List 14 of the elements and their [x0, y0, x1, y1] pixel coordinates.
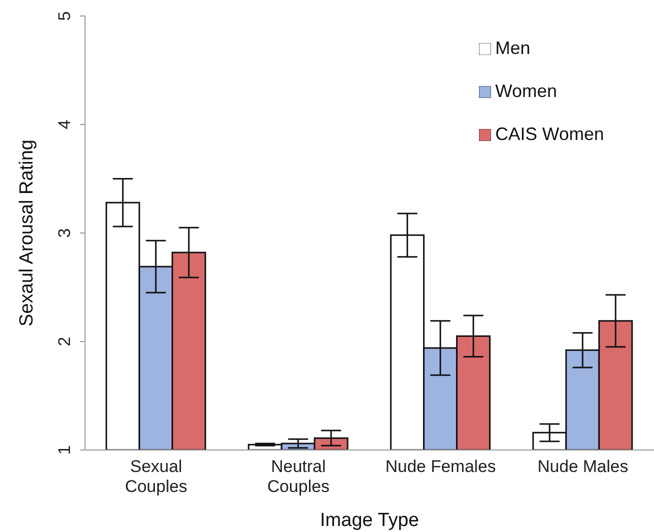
x-axis-title: Image Type	[320, 510, 419, 531]
legend-label: Women	[495, 81, 557, 101]
x-tick-label: Sexual Couples	[124, 457, 188, 496]
legend-label: Men	[495, 38, 530, 58]
x-tick-label: Nude Males	[538, 457, 628, 476]
y-tick-label: 1	[55, 445, 74, 455]
x-tick-label: Neutral Couples	[267, 457, 330, 496]
y-tick-label: 3	[55, 228, 74, 238]
x-tick-label: Nude Females	[385, 457, 496, 476]
y-axis-title: Sexaul Arousal Rating	[16, 140, 38, 326]
legend-label: CAIS Women	[495, 124, 604, 144]
y-tick-label: 4	[55, 120, 74, 130]
y-tick-label: 5	[55, 11, 74, 21]
y-tick-label: 2	[55, 336, 74, 346]
